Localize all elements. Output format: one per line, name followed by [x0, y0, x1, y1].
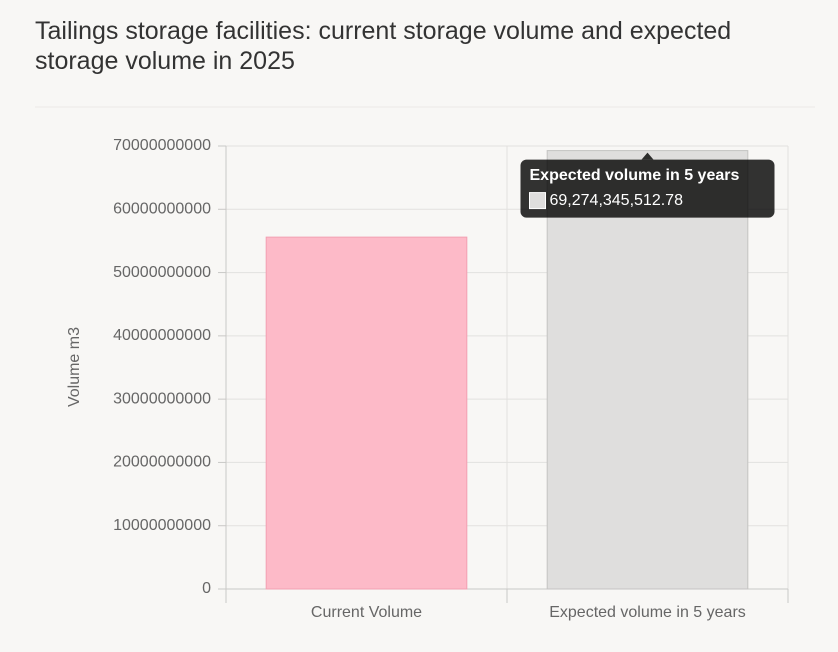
- x-tick-label: Current Volume: [311, 604, 422, 621]
- y-axis-title: Volume m3: [66, 327, 83, 407]
- x-tick-label: Expected volume in 5 years: [549, 604, 746, 621]
- y-tick-label: 60000000000: [113, 201, 211, 218]
- y-tick-label: 10000000000: [113, 517, 211, 534]
- tooltip-caret: [641, 152, 654, 160]
- tooltip-title: Expected volume in 5 years: [530, 167, 740, 184]
- tooltip: Expected volume in 5 years 69,274,345,512…: [520, 152, 775, 218]
- tooltip-swatch: [529, 192, 546, 210]
- y-tick-label: 50000000000: [113, 264, 211, 281]
- chart-title: Tailings storage facilities: current sto…: [35, 17, 732, 75]
- y-tick-label: 70000000000: [113, 137, 211, 154]
- tooltip-box: [520, 159, 775, 218]
- y-tick-label: 0: [202, 580, 211, 597]
- y-tick-label: 20000000000: [113, 454, 211, 471]
- y-tick-label: 40000000000: [113, 327, 211, 344]
- y-tick-label: 30000000000: [113, 390, 211, 407]
- tooltip-value: 69,274,345,512.78: [550, 192, 684, 209]
- bar: [265, 236, 468, 590]
- bar: [546, 150, 749, 590]
